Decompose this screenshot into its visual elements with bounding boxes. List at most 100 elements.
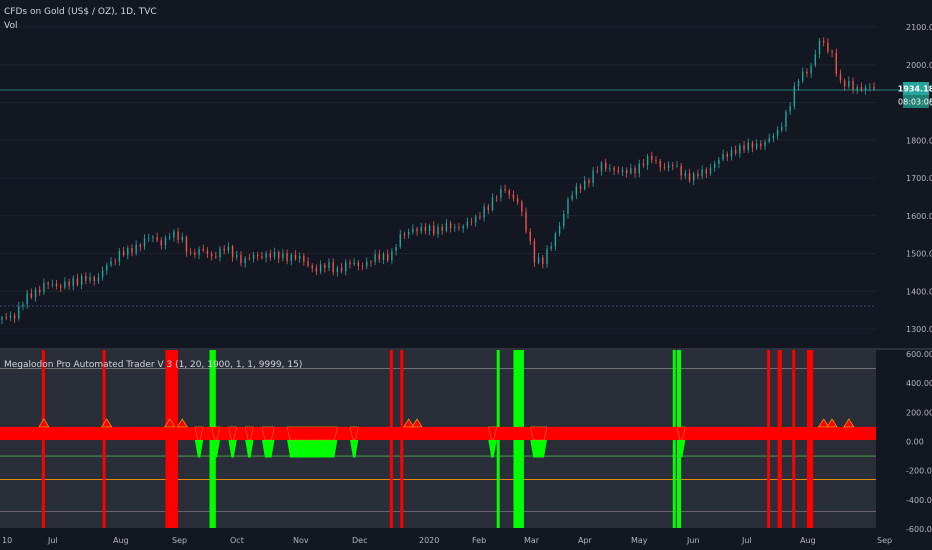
candle [59, 283, 62, 293]
candle-body [420, 227, 422, 232]
candle-body [462, 225, 464, 229]
red-notch [529, 426, 548, 441]
price-candles[interactable] [1, 37, 875, 325]
candle [68, 278, 70, 291]
candle [785, 109, 787, 132]
candle-body [428, 225, 431, 231]
candle [181, 232, 183, 243]
candle [361, 262, 364, 271]
time-axis[interactable]: 10 Jul Aug Sep Oct Nov Dec 2020 Feb Mar Apr May Jun J… [2, 536, 892, 545]
candle [454, 223, 456, 232]
candle-body [252, 254, 255, 259]
candle-body [424, 227, 427, 231]
candle-body [818, 40, 821, 55]
candle-body [26, 293, 28, 305]
candle-body [550, 246, 552, 249]
candle [563, 209, 565, 230]
time-tick-label: Aug [113, 536, 129, 545]
candle-body [357, 262, 360, 267]
candle-body [495, 197, 498, 199]
price-grid [0, 26, 876, 330]
candle-body [588, 180, 590, 184]
candle-body [827, 42, 829, 52]
candle-body [676, 165, 678, 167]
red-spike [176, 418, 188, 428]
candle [567, 197, 569, 219]
candle-body [181, 236, 183, 240]
candle [525, 207, 527, 234]
candle [743, 141, 745, 153]
price-axis[interactable]: 2100.002000.001900.001800.001700.001600.… [906, 23, 932, 334]
candle-body [168, 237, 171, 239]
candle-body [659, 160, 661, 168]
candle-body [684, 173, 687, 176]
candle [487, 203, 490, 215]
candle [391, 247, 393, 265]
indicator-tick-label: -600.00 [906, 525, 932, 534]
candle [802, 67, 804, 84]
candle-body [391, 251, 393, 261]
candle-body [806, 71, 808, 74]
candle [340, 263, 343, 274]
candle [210, 251, 213, 261]
candle [609, 164, 611, 173]
candle [604, 158, 607, 172]
candle [579, 183, 582, 194]
candle-body [198, 248, 200, 255]
candle-body [152, 237, 154, 239]
candle-body [726, 154, 728, 157]
candle-body [433, 225, 435, 234]
candle-body [219, 248, 221, 258]
countdown-badge [903, 95, 929, 108]
candle [558, 221, 561, 237]
candle [194, 248, 196, 259]
candle-body [575, 186, 578, 196]
symbol-legend[interactable]: CFDs on Gold (US$ / OZ), 1D, TVC [4, 7, 157, 17]
candle-body [395, 247, 397, 252]
candle-body [579, 186, 582, 190]
candle-body [697, 173, 699, 177]
indicator-axis[interactable]: 600.00 400.00 200.00 0.00 -200.00 -400.00 -600… [906, 350, 932, 534]
candle [353, 258, 355, 267]
candle [257, 251, 259, 261]
candle [504, 184, 506, 194]
candle [173, 228, 175, 242]
candle [642, 159, 645, 168]
indicator-tick-label: 0.00 [906, 438, 924, 447]
candle [663, 162, 666, 171]
candle [282, 249, 284, 262]
candle-body [298, 255, 301, 259]
candle [261, 251, 263, 260]
candle [730, 146, 733, 161]
red-notch [194, 426, 204, 441]
candle-body [487, 206, 490, 210]
red-spike [411, 418, 423, 428]
candle [672, 162, 674, 171]
candle-body [822, 40, 825, 43]
candle [277, 250, 280, 263]
green-zone [194, 440, 204, 458]
candle [164, 235, 167, 250]
candle-body [688, 173, 691, 181]
indicator-legend[interactable]: Megalodon Pro Automated Trader V 3 (1, 2… [4, 360, 302, 370]
time-tick-label: Mar [524, 536, 540, 545]
candle-body [592, 170, 594, 184]
volume-legend[interactable]: Vol [4, 21, 17, 31]
candle [370, 259, 372, 267]
candle [185, 235, 188, 257]
candle [34, 287, 37, 302]
price-tick-label: 1700.00 [906, 174, 932, 183]
candle-body [374, 254, 376, 263]
price-tick-label: 2100.00 [906, 23, 932, 32]
red-notch [286, 426, 338, 441]
time-tick-label: 2020 [419, 536, 439, 545]
candle-body [194, 252, 196, 255]
time-tick-label: Nov [293, 536, 309, 545]
candle [39, 285, 41, 296]
candle [1, 315, 3, 325]
candle [198, 246, 200, 260]
candle [739, 143, 741, 158]
candle-body [345, 262, 347, 272]
candle [718, 156, 720, 169]
